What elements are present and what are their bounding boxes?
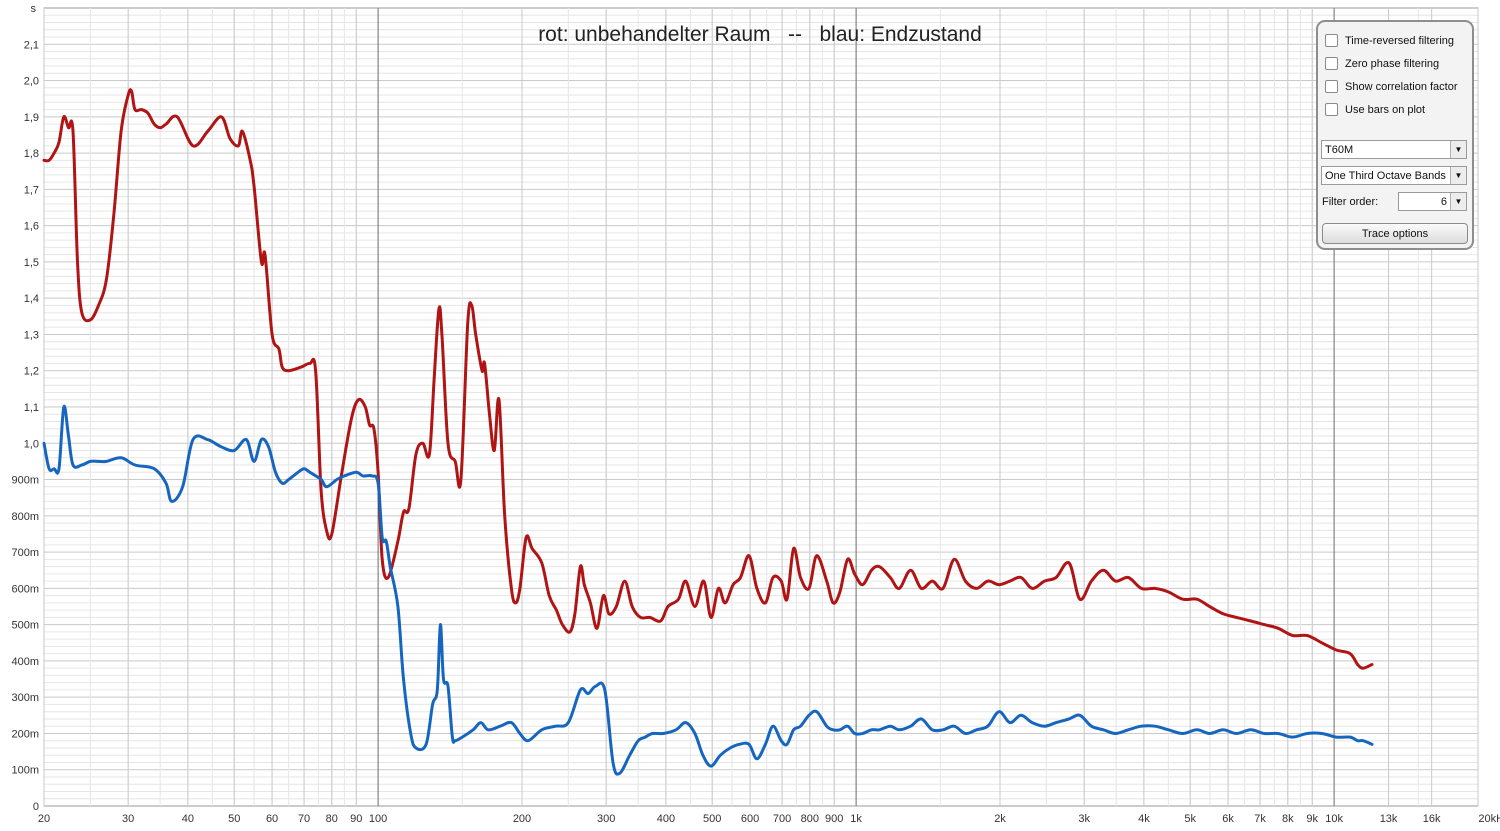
time-reversed-filtering-checkbox[interactable]: Time-reversed filtering bbox=[1325, 34, 1454, 47]
y-tick-label: 0 bbox=[33, 801, 39, 813]
checkbox-label: Zero phase filtering bbox=[1345, 57, 1440, 70]
y-tick-label: 1,3 bbox=[24, 329, 39, 341]
y-tick-label: 800m bbox=[11, 511, 39, 523]
y-tick-label: 700m bbox=[11, 547, 39, 559]
y-tick-label: 1,8 bbox=[24, 148, 39, 160]
series-line-blue bbox=[42, 404, 1374, 776]
x-tick-label: 6k bbox=[1222, 813, 1234, 825]
trace-options-label: Trace options bbox=[1361, 227, 1429, 240]
trace-options-button[interactable]: Trace options bbox=[1322, 223, 1468, 244]
x-tick-label: 900 bbox=[825, 813, 843, 825]
chevron-down-icon[interactable]: ▼ bbox=[1450, 141, 1466, 158]
y-tick-label: 2,1 bbox=[24, 39, 39, 51]
x-tick-label: 1k bbox=[850, 813, 862, 825]
x-tick-label: 300 bbox=[597, 813, 615, 825]
y-tick-label: 900m bbox=[11, 475, 39, 487]
checkbox-label: Use bars on plot bbox=[1345, 103, 1426, 116]
x-axis-ticks: 20 30 40 50 60 70 80 90 100 200 300 400 500 600 700 800… bbox=[38, 813, 1500, 825]
y-tick-label: 100m bbox=[11, 765, 39, 777]
x-tick-label: 90 bbox=[350, 813, 362, 825]
y-tick-label: 600m bbox=[11, 583, 39, 595]
x-tick-label: 16k bbox=[1423, 813, 1441, 825]
y-tick-label: 1,1 bbox=[24, 402, 39, 414]
x-tick-label: 100 bbox=[369, 813, 387, 825]
checkbox-box[interactable] bbox=[1325, 80, 1338, 93]
x-tick-label: 8k bbox=[1282, 813, 1294, 825]
show-correlation-factor-checkbox[interactable]: Show correlation factor bbox=[1325, 80, 1458, 93]
x-tick-label: 10k bbox=[1325, 813, 1343, 825]
x-tick-label: 200 bbox=[513, 813, 531, 825]
y-tick-label: 400m bbox=[11, 656, 39, 668]
y-tick-label: 1,5 bbox=[24, 257, 39, 269]
x-tick-label: 70 bbox=[298, 813, 310, 825]
chevron-down-icon[interactable]: ▼ bbox=[1450, 193, 1466, 210]
y-unit-label: s bbox=[31, 3, 37, 15]
options-panel: Time-reversed filtering Zero phase filte… bbox=[1316, 20, 1474, 250]
x-tick-label: 13k bbox=[1380, 813, 1398, 825]
bands-select[interactable]: One Third Octave Bands ▼ bbox=[1321, 166, 1467, 185]
x-tick-label: 9k bbox=[1306, 813, 1318, 825]
y-tick-label: 500m bbox=[11, 620, 39, 632]
x-tick-label: 2k bbox=[994, 813, 1006, 825]
checkbox-box[interactable] bbox=[1325, 103, 1338, 116]
x-tick-label: 20kHz bbox=[1478, 813, 1500, 825]
filter-order-value: 6 bbox=[1440, 195, 1447, 208]
x-tick-label: 500 bbox=[703, 813, 721, 825]
y-axis-ticks: 0 100m 200m 300m 400m 500m 600m 700m 800m 900m 1,0… bbox=[11, 39, 39, 813]
x-tick-label: 400 bbox=[657, 813, 675, 825]
series-lines bbox=[42, 88, 1374, 776]
y-tick-label: 2,0 bbox=[24, 76, 39, 88]
checkbox-label: Time-reversed filtering bbox=[1345, 34, 1455, 47]
y-tick-label: 1,0 bbox=[24, 438, 39, 450]
x-tick-label: 7k bbox=[1254, 813, 1266, 825]
series-line-red bbox=[42, 88, 1374, 670]
measure-select[interactable]: T60M ▼ bbox=[1321, 140, 1467, 159]
x-tick-label: 700 bbox=[773, 813, 791, 825]
grid bbox=[43, 8, 1479, 806]
x-tick-label: 5k bbox=[1184, 813, 1196, 825]
x-tick-label: 50 bbox=[228, 813, 240, 825]
checkbox-label: Show correlation factor bbox=[1345, 80, 1458, 93]
checkbox-box[interactable] bbox=[1325, 34, 1338, 47]
chart-title: rot: unbehandelter Raum -- blau: Endzust… bbox=[538, 23, 982, 46]
x-tick-label: 800 bbox=[801, 813, 819, 825]
y-tick-label: 200m bbox=[11, 728, 39, 740]
checkbox-box[interactable] bbox=[1325, 57, 1338, 70]
x-tick-label: 80 bbox=[326, 813, 338, 825]
y-tick-label: 1,7 bbox=[24, 184, 39, 196]
x-tick-label: 3k bbox=[1078, 813, 1090, 825]
x-tick-label: 60 bbox=[266, 813, 278, 825]
bands-select-value: One Third Octave Bands bbox=[1325, 169, 1446, 182]
chevron-down-icon[interactable]: ▼ bbox=[1450, 167, 1466, 184]
filter-order-select[interactable]: 6 ▼ bbox=[1398, 192, 1467, 211]
measure-select-value: T60M bbox=[1325, 143, 1354, 156]
x-tick-label: 30 bbox=[122, 813, 134, 825]
x-tick-label: 20 bbox=[38, 813, 50, 825]
y-tick-label: 1,6 bbox=[24, 221, 39, 233]
y-tick-label: 1,4 bbox=[24, 293, 39, 305]
y-tick-label: 300m bbox=[11, 692, 39, 704]
use-bars-on-plot-checkbox[interactable]: Use bars on plot bbox=[1325, 103, 1425, 116]
x-tick-label: 40 bbox=[182, 813, 194, 825]
x-tick-label: 4k bbox=[1138, 813, 1150, 825]
y-tick-label: 1,9 bbox=[24, 112, 39, 124]
y-tick-label: 1,2 bbox=[24, 366, 39, 378]
zero-phase-filtering-checkbox[interactable]: Zero phase filtering bbox=[1325, 57, 1439, 70]
filter-order-label: Filter order: bbox=[1322, 196, 1379, 208]
x-tick-label: 600 bbox=[741, 813, 759, 825]
